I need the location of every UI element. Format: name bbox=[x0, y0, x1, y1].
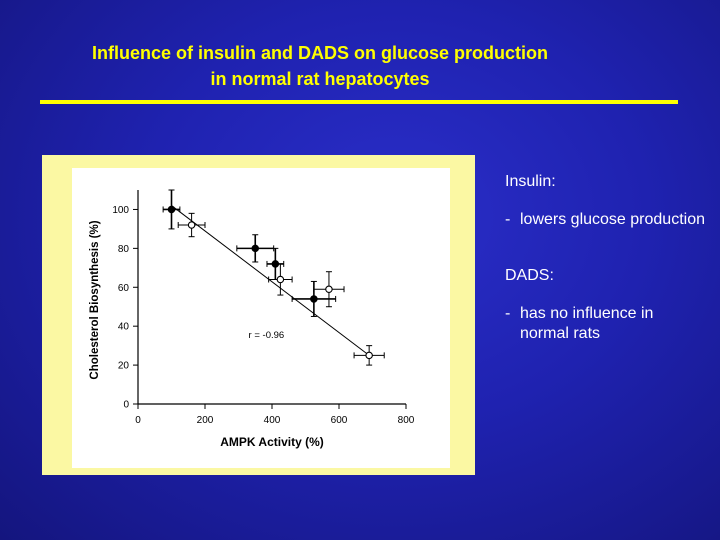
slide-title: Influence of insulin and DADS on glucose… bbox=[40, 40, 600, 92]
insulin-text: lowers glucose production bbox=[520, 211, 705, 228]
title-line-2: in normal rat hepatocytes bbox=[210, 69, 430, 89]
dads-header: DADS: bbox=[505, 267, 554, 284]
x-tick-label: 800 bbox=[398, 415, 415, 426]
correlation-annotation: r = -0.96 bbox=[249, 330, 285, 341]
open-data-point bbox=[276, 275, 285, 284]
insulin-header: Insulin: bbox=[505, 173, 556, 190]
x-tick-label: 200 bbox=[197, 415, 214, 426]
filled-data-point bbox=[167, 205, 176, 214]
x-tick-label: 600 bbox=[331, 415, 348, 426]
notes-panel: Insulin: - lowers glucose production DAD… bbox=[505, 172, 705, 344]
trend-line bbox=[171, 205, 370, 356]
dads-bullet: - has no influence in normal rats bbox=[505, 304, 705, 344]
title-line-1: Influence of insulin and DADS on glucose… bbox=[91, 43, 548, 63]
scatter-chart: 0 20 40 60 80 100 0 200 400 600 800 r = -0.96 AMPK A… bbox=[89, 189, 415, 449]
y-tick-label: 60 bbox=[118, 283, 130, 294]
y-tick-label: 80 bbox=[118, 244, 130, 255]
y-tick-label: 0 bbox=[123, 400, 129, 411]
open-data-point bbox=[365, 351, 373, 360]
y-tick-label: 20 bbox=[118, 361, 130, 372]
insulin-bullet: - lowers glucose production bbox=[505, 210, 705, 230]
x-tick-label: 0 bbox=[135, 415, 141, 426]
insulin-dash: - bbox=[505, 211, 511, 228]
y-tick-label: 40 bbox=[118, 322, 130, 333]
title-underline bbox=[40, 100, 678, 104]
filled-data-point bbox=[310, 295, 318, 303]
open-data-point bbox=[325, 285, 333, 293]
x-axis-label: AMPK Activity (%) bbox=[220, 435, 324, 449]
open-data-point bbox=[187, 221, 196, 229]
y-axis-label: Cholesterol Biosynthesis (%) bbox=[89, 220, 101, 379]
dads-text: has no influence in normal rats bbox=[520, 305, 654, 342]
x-tick-label: 400 bbox=[264, 415, 281, 426]
filled-data-point bbox=[251, 244, 260, 253]
dads-dash: - bbox=[505, 305, 511, 322]
chart-area: 0 20 40 60 80 100 0 200 400 600 800 r = -0.96 AMPK A… bbox=[72, 168, 450, 468]
y-tick-label: 100 bbox=[112, 205, 129, 216]
